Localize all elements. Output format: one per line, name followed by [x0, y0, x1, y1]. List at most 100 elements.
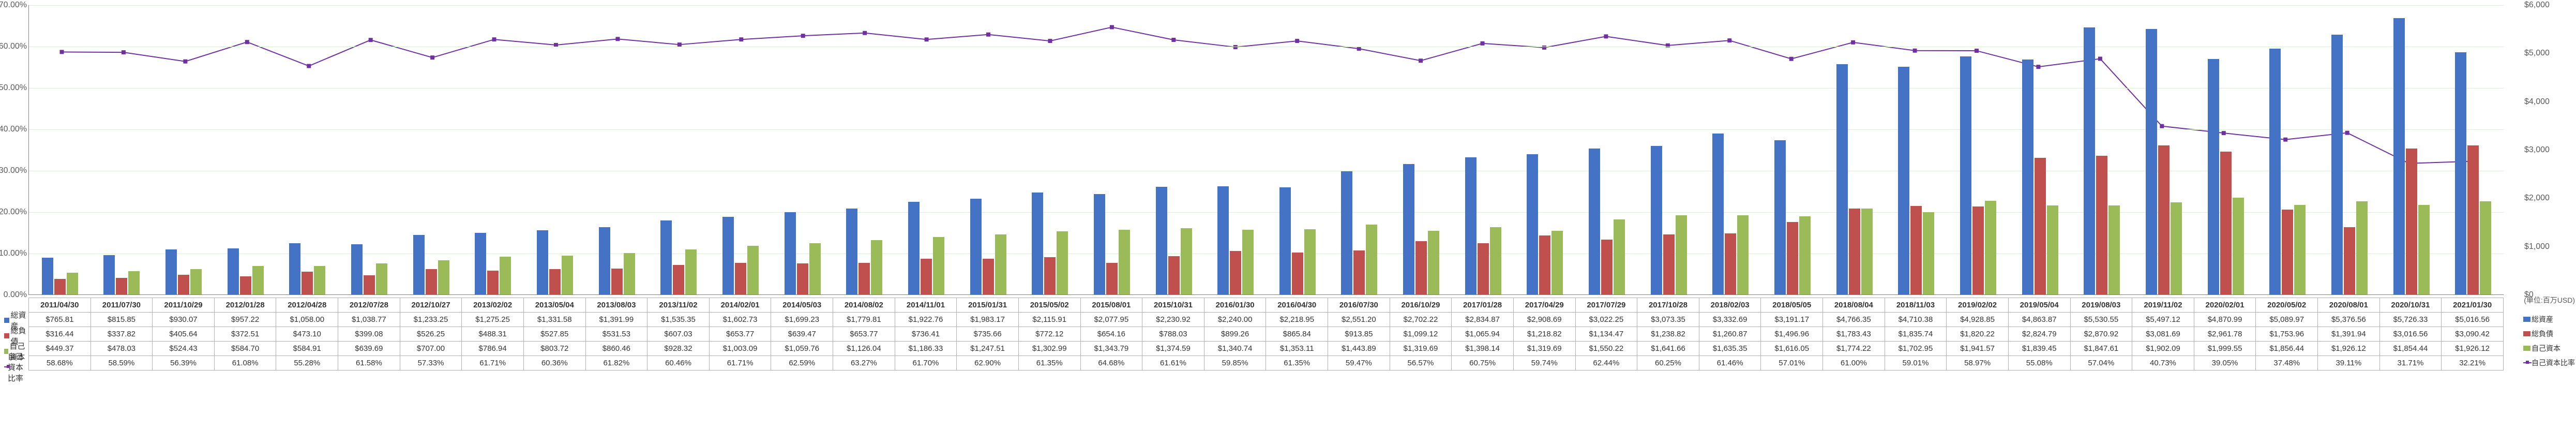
- table-cell: $1,699.23: [771, 313, 833, 327]
- y-right-tick: $4,000: [2524, 97, 2550, 107]
- bar-総負債: [549, 269, 561, 294]
- line-marker: [863, 31, 867, 35]
- table-cell: $1,902.09: [2132, 342, 2194, 356]
- category-header: 2012/10/27: [400, 298, 462, 313]
- bar-自己資本: [2418, 205, 2430, 294]
- table-cell: $1,779.81: [833, 313, 895, 327]
- financial-chart: 0.00%10.00%20.00%30.00%40.00%50.00%60.00…: [0, 0, 2576, 444]
- bar-総資産: [475, 233, 486, 294]
- bar-総資産: [351, 244, 363, 294]
- bar-総負債: [487, 271, 499, 294]
- category-header: 2013/08/03: [585, 298, 647, 313]
- legend-item-equity-ratio: 自己資本比率: [2523, 356, 2575, 370]
- table-cell: $1,616.05: [1761, 342, 1823, 356]
- table-cell: $1,343.79: [1080, 342, 1142, 356]
- legend-label: 自己資本: [2532, 343, 2560, 353]
- table-cell: $524.43: [153, 342, 215, 356]
- bar-総負債: [1044, 257, 1056, 294]
- bar-自己資本: [128, 271, 140, 294]
- table-cell: 39.11%: [2318, 356, 2380, 371]
- table-cell: $527.85: [523, 327, 585, 342]
- category-header: 2011/04/30: [29, 298, 91, 313]
- table-cell: 63.27%: [833, 356, 895, 371]
- category-header: 2020/08/01: [2318, 298, 2380, 313]
- table-cell: $1,238.82: [1637, 327, 1699, 342]
- table-cell: $1,340.74: [1204, 342, 1266, 356]
- bar-総負債: [2158, 145, 2170, 294]
- table-cell: $1,820.22: [1947, 327, 2009, 342]
- bar-総負債: [2096, 156, 2107, 294]
- category-header: 2011/10/29: [153, 298, 215, 313]
- category-header: 2015/08/01: [1080, 298, 1142, 313]
- line-marker: [2160, 124, 2164, 128]
- table-cell: $405.64: [153, 327, 215, 342]
- table-cell: $1,218.82: [1513, 327, 1575, 342]
- bar-総資産: [1465, 157, 1477, 294]
- legend-label: 総負債: [2532, 329, 2553, 339]
- table-cell: $1,331.58: [523, 313, 585, 327]
- table-cell: $5,530.55: [2070, 313, 2132, 327]
- table-cell: 61.00%: [1823, 356, 1885, 371]
- table-cell: $1,186.33: [895, 342, 957, 356]
- bar-自己資本: [809, 243, 821, 294]
- table-cell: 57.01%: [1761, 356, 1823, 371]
- category-header: 2012/07/28: [338, 298, 400, 313]
- bar-総資産: [1156, 187, 1167, 294]
- line-marker: [615, 37, 620, 41]
- bar-自己資本: [2108, 205, 2120, 294]
- table-cell: $2,240.00: [1204, 313, 1266, 327]
- table-cell: 59.74%: [1513, 356, 1575, 371]
- bar-自己資本: [1119, 230, 1130, 294]
- table-cell: $815.85: [91, 313, 153, 327]
- table-cell: $1,233.25: [400, 313, 462, 327]
- table-cell: $526.25: [400, 327, 462, 342]
- bar-総資産: [2146, 29, 2157, 294]
- table-cell: $473.10: [276, 327, 338, 342]
- table-cell: 62.44%: [1575, 356, 1637, 371]
- table-cell: 61.46%: [1699, 356, 1761, 371]
- bar-自己資本: [376, 263, 387, 294]
- bar-総資産: [1712, 134, 1724, 294]
- bar-総負債: [1910, 206, 1922, 294]
- line-marker: [1419, 58, 1423, 63]
- category-header: 2018/05/05: [1761, 298, 1823, 313]
- line-marker: [369, 38, 373, 42]
- bar-自己資本: [624, 253, 635, 294]
- category-header: 2013/11/02: [647, 298, 710, 313]
- bar-自己資本: [685, 249, 697, 294]
- bar-総資産: [2084, 27, 2095, 294]
- bar-総負債: [116, 278, 127, 294]
- category-header: 2015/01/31: [957, 298, 1019, 313]
- y-left-tick: 70.00%: [0, 1, 27, 10]
- bar-総資産: [1032, 193, 1043, 294]
- bar-総資産: [1589, 149, 1600, 294]
- table-cell: 59.01%: [1885, 356, 1947, 371]
- table-cell: $1,391.99: [585, 313, 647, 327]
- bar-自己資本: [871, 240, 882, 294]
- y-right-unit: (単位:百万USD): [2524, 295, 2575, 305]
- table-cell: $607.03: [647, 327, 710, 342]
- table-cell: $1,550.22: [1575, 342, 1637, 356]
- table-cell: 61.35%: [1266, 356, 1328, 371]
- table-cell: 61.61%: [1142, 356, 1204, 371]
- bar-自己資本: [1551, 231, 1563, 294]
- bar-総資産: [1898, 67, 1909, 294]
- bar-自己資本: [1490, 227, 1501, 294]
- table-cell: 31.71%: [2379, 356, 2442, 371]
- category-header: 2020/02/01: [2194, 298, 2256, 313]
- bar-総資産: [1094, 194, 1105, 294]
- category-header: 2019/08/03: [2070, 298, 2132, 313]
- bar-自己資本: [1181, 228, 1192, 294]
- bar-自己資本: [1923, 212, 1934, 294]
- line-marker: [430, 55, 434, 60]
- table-cell: $913.85: [1328, 327, 1390, 342]
- table-cell: $1,353.11: [1266, 342, 1328, 356]
- table-cell: $399.08: [338, 327, 400, 342]
- bar-総資産: [1341, 171, 1352, 294]
- bar-総負債: [1168, 256, 1180, 294]
- bar-総負債: [735, 263, 746, 294]
- table-cell: 61.71%: [462, 356, 524, 371]
- table-cell: $735.66: [957, 327, 1019, 342]
- table-cell: $337.82: [91, 327, 153, 342]
- table-cell: $4,766.35: [1823, 313, 1885, 327]
